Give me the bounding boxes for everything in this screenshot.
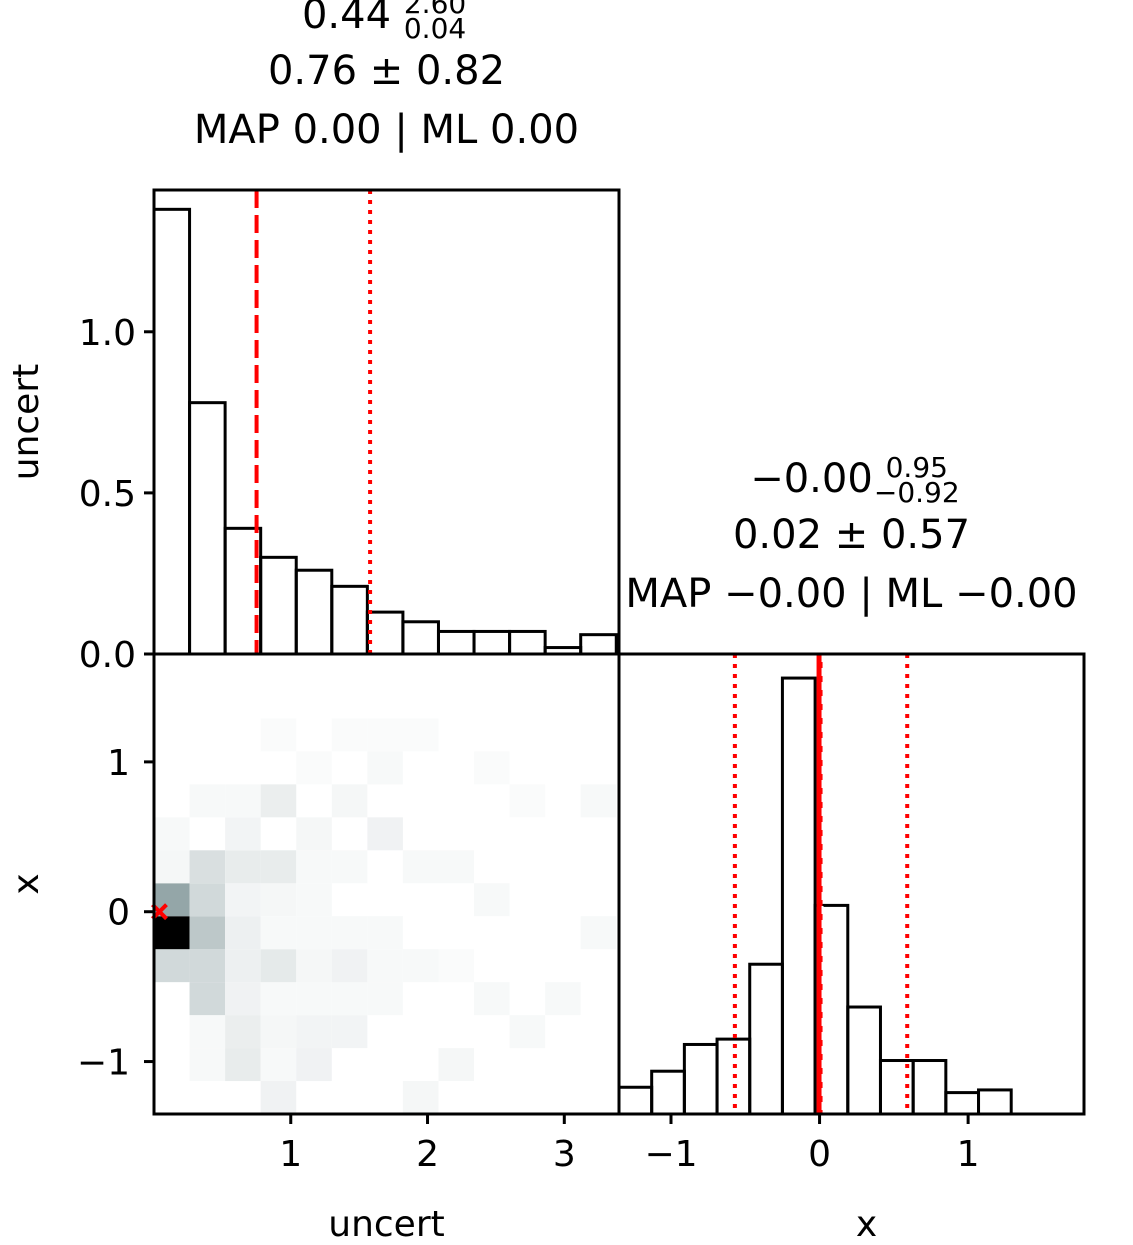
joint-density-cell (474, 751, 510, 785)
joint-density-cell (367, 916, 403, 950)
joint-density-cell (189, 784, 226, 818)
joint-density-cell (225, 982, 261, 1016)
joint-density-cell (296, 916, 332, 950)
joint-density-cell (225, 817, 261, 851)
joint-density-cells (154, 718, 617, 1114)
joint-density-cell (189, 916, 226, 950)
joint-density-cell (296, 949, 332, 983)
joint-density-ylabel: x (6, 873, 47, 894)
x_hist-title-upper: 0.95 (886, 451, 948, 484)
joint-density-cell (331, 718, 368, 752)
joint-density-cell (225, 916, 261, 950)
joint-density-cell (296, 817, 332, 851)
joint-density-cell (509, 784, 546, 818)
joint-density-cell (225, 883, 261, 917)
joint-density-cell (260, 718, 297, 752)
joint-density-cell (296, 982, 332, 1016)
joint-density-cell (580, 916, 617, 950)
joint-density-ytick-label: 1 (107, 743, 130, 784)
uncert-hist-ytick-label: 0.5 (79, 474, 136, 515)
joint-density-cell (296, 751, 332, 785)
joint-density-cell (154, 949, 190, 983)
joint-density-cell (438, 949, 475, 983)
joint-density-cell (225, 949, 261, 983)
joint-density-cell (402, 1081, 439, 1114)
uncert_hist-title-upper: 2.60 (404, 0, 466, 20)
joint-density-xtick-label: 3 (553, 1134, 576, 1175)
x_hist-title-map: MAP −0.00 | ML −0.00 (625, 571, 1077, 617)
joint-density-cell (189, 883, 226, 917)
joint-density-cell (225, 1048, 261, 1082)
joint-density-cell (367, 751, 403, 785)
x_hist-title-mean: 0.02 ± 0.57 (733, 512, 970, 558)
joint-density-cell (189, 1015, 226, 1049)
joint-density-cell (331, 1015, 368, 1049)
joint-density-cell (154, 850, 190, 884)
joint-density-cell (367, 817, 403, 851)
joint-density-cell (225, 784, 261, 818)
joint-density-cell (331, 982, 368, 1016)
joint-density-cell (438, 1048, 475, 1082)
x-hist-xtick-label: 1 (957, 1134, 980, 1175)
joint-density-cell (402, 850, 439, 884)
joint-density-ytick-label: 0 (107, 893, 130, 934)
uncert_hist-title-mean: 0.76 ± 0.82 (268, 48, 505, 94)
uncert_hist-title-lower: 0.04 (404, 12, 466, 45)
joint-density-cell (545, 982, 581, 1016)
joint-density-cell (260, 850, 297, 884)
joint-density-cell (367, 718, 403, 752)
joint-density-cell (260, 949, 297, 983)
uncert-hist-ytick-label: 0.0 (79, 635, 136, 676)
joint-density-cell (189, 949, 226, 983)
joint-density-cell (509, 1015, 546, 1049)
joint-density-cell (260, 784, 297, 818)
joint-density-xtick-label: 2 (416, 1134, 439, 1175)
joint-density-cell (154, 916, 190, 950)
x_hist-title-lower: −0.92 (874, 476, 960, 509)
uncert-hist-ytick-label: 1.0 (79, 313, 136, 354)
uncert_hist-title-median: 0.44 (302, 0, 391, 38)
x-hist-xtick-label: 0 (808, 1134, 831, 1175)
joint-density-cell (580, 784, 617, 818)
x_hist-title-median: −0.00 (750, 456, 873, 502)
joint-density-cell (438, 850, 475, 884)
joint-density-cell (367, 982, 403, 1016)
joint-density-cell (225, 1015, 261, 1049)
joint-density-cell (260, 1015, 297, 1049)
joint-density-cell (296, 1015, 332, 1049)
joint-density-cell (331, 784, 368, 818)
joint-density-cell (296, 850, 332, 884)
joint-density-cell (474, 982, 510, 1016)
joint-density-cell (154, 817, 190, 851)
joint-density-xlabel: uncert (328, 1204, 445, 1245)
x-hist-frame (617, 652, 1086, 1116)
joint-density-cell (296, 883, 332, 917)
joint-density-cell (402, 718, 439, 752)
joint-density-cell (189, 1048, 226, 1082)
uncert_hist-title-map: MAP 0.00 | ML 0.00 (194, 107, 579, 153)
x-hist-xtick-label: −1 (644, 1134, 697, 1175)
joint-density-cell (474, 883, 510, 917)
joint-density-cell (225, 850, 261, 884)
joint-density-cell (331, 916, 368, 950)
joint-density-cell (260, 883, 297, 917)
joint-density-cell (367, 949, 403, 983)
joint-density-cell (260, 1081, 297, 1114)
joint-density-xtick-label: 1 (279, 1134, 302, 1175)
joint-density-ytick-label: −1 (77, 1043, 130, 1084)
joint-density-cell (296, 1048, 332, 1082)
x-hist-xlabel: x (856, 1204, 877, 1245)
joint-density-cell (189, 982, 226, 1016)
joint-density-cell (189, 850, 226, 884)
joint-density-cell (260, 1048, 297, 1082)
joint-density-cell (260, 916, 297, 950)
uncert-hist-ylabel: uncert (6, 364, 47, 481)
joint-density-cell (402, 949, 439, 983)
joint-density-cell (331, 949, 368, 983)
joint-density-cell (260, 982, 297, 1016)
joint-density-cell (331, 850, 368, 884)
